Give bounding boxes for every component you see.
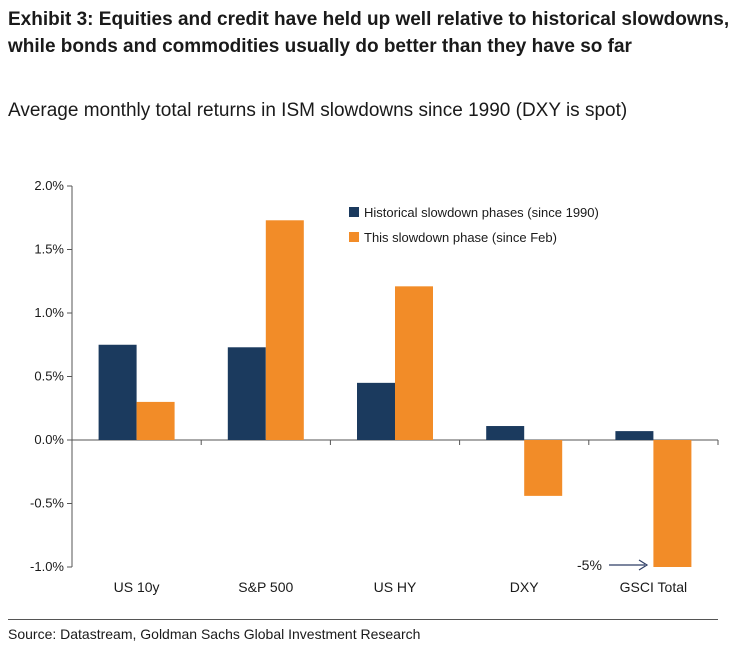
x-category-label: S&P 500 [238, 579, 293, 595]
bar-chart: 2.0% 1.5% 1.0% 0.5% 0.0% -0.5% -1.0% US 10y S&P… [30, 178, 719, 595]
x-category-label: DXY [510, 579, 539, 595]
bar-historical-dxy [486, 426, 525, 440]
bar-current-us-hy [395, 286, 433, 440]
bar-current-s-p-500 [265, 220, 304, 440]
source-divider [8, 619, 718, 620]
legend: Historical slowdown phases (since 1990) … [349, 205, 599, 245]
x-category-label: US HY [374, 579, 417, 595]
y-tick-label: 1.5% [34, 242, 64, 257]
bar-current-dxy [524, 440, 563, 496]
bars-layer [98, 220, 692, 567]
legend-label-historical: Historical slowdown phases (since 1990) [364, 205, 599, 220]
bar-current-gsci-total [653, 440, 692, 567]
legend-swatch-historical [349, 207, 359, 217]
source-note: Source: Datastream, Goldman Sachs Global… [8, 626, 421, 642]
y-tick-label: -0.5% [30, 496, 64, 511]
x-category-label: US 10y [114, 579, 160, 595]
bar-historical-s-p-500 [227, 347, 266, 440]
bar-historical-us-hy [357, 382, 395, 440]
chart-subtitle: Average monthly total returns in ISM slo… [8, 100, 628, 121]
bar-historical-us-10y [98, 344, 137, 440]
y-tick-label: -1.0% [30, 559, 64, 574]
legend-swatch-current [349, 232, 359, 242]
chart-title: Exhibit 3: Equities and credit have held… [8, 9, 730, 57]
y-tick-label: 0.5% [34, 369, 64, 384]
gsci-annotation: -5% [577, 557, 649, 573]
y-tick-label: 2.0% [34, 178, 64, 193]
bar-current-us-10y [136, 401, 175, 440]
legend-label-current: This slowdown phase (since Feb) [364, 230, 557, 245]
labels-layer: US 10y S&P 500 US HY DXY GSCI Total [114, 579, 687, 595]
y-tick-label: 0.0% [34, 432, 64, 447]
annotation-label: -5% [577, 557, 602, 573]
bar-historical-gsci-total [615, 431, 654, 440]
annotation-arrow-head [638, 559, 649, 571]
x-category-label: GSCI Total [620, 579, 687, 595]
y-tick-label: 1.0% [34, 305, 64, 320]
